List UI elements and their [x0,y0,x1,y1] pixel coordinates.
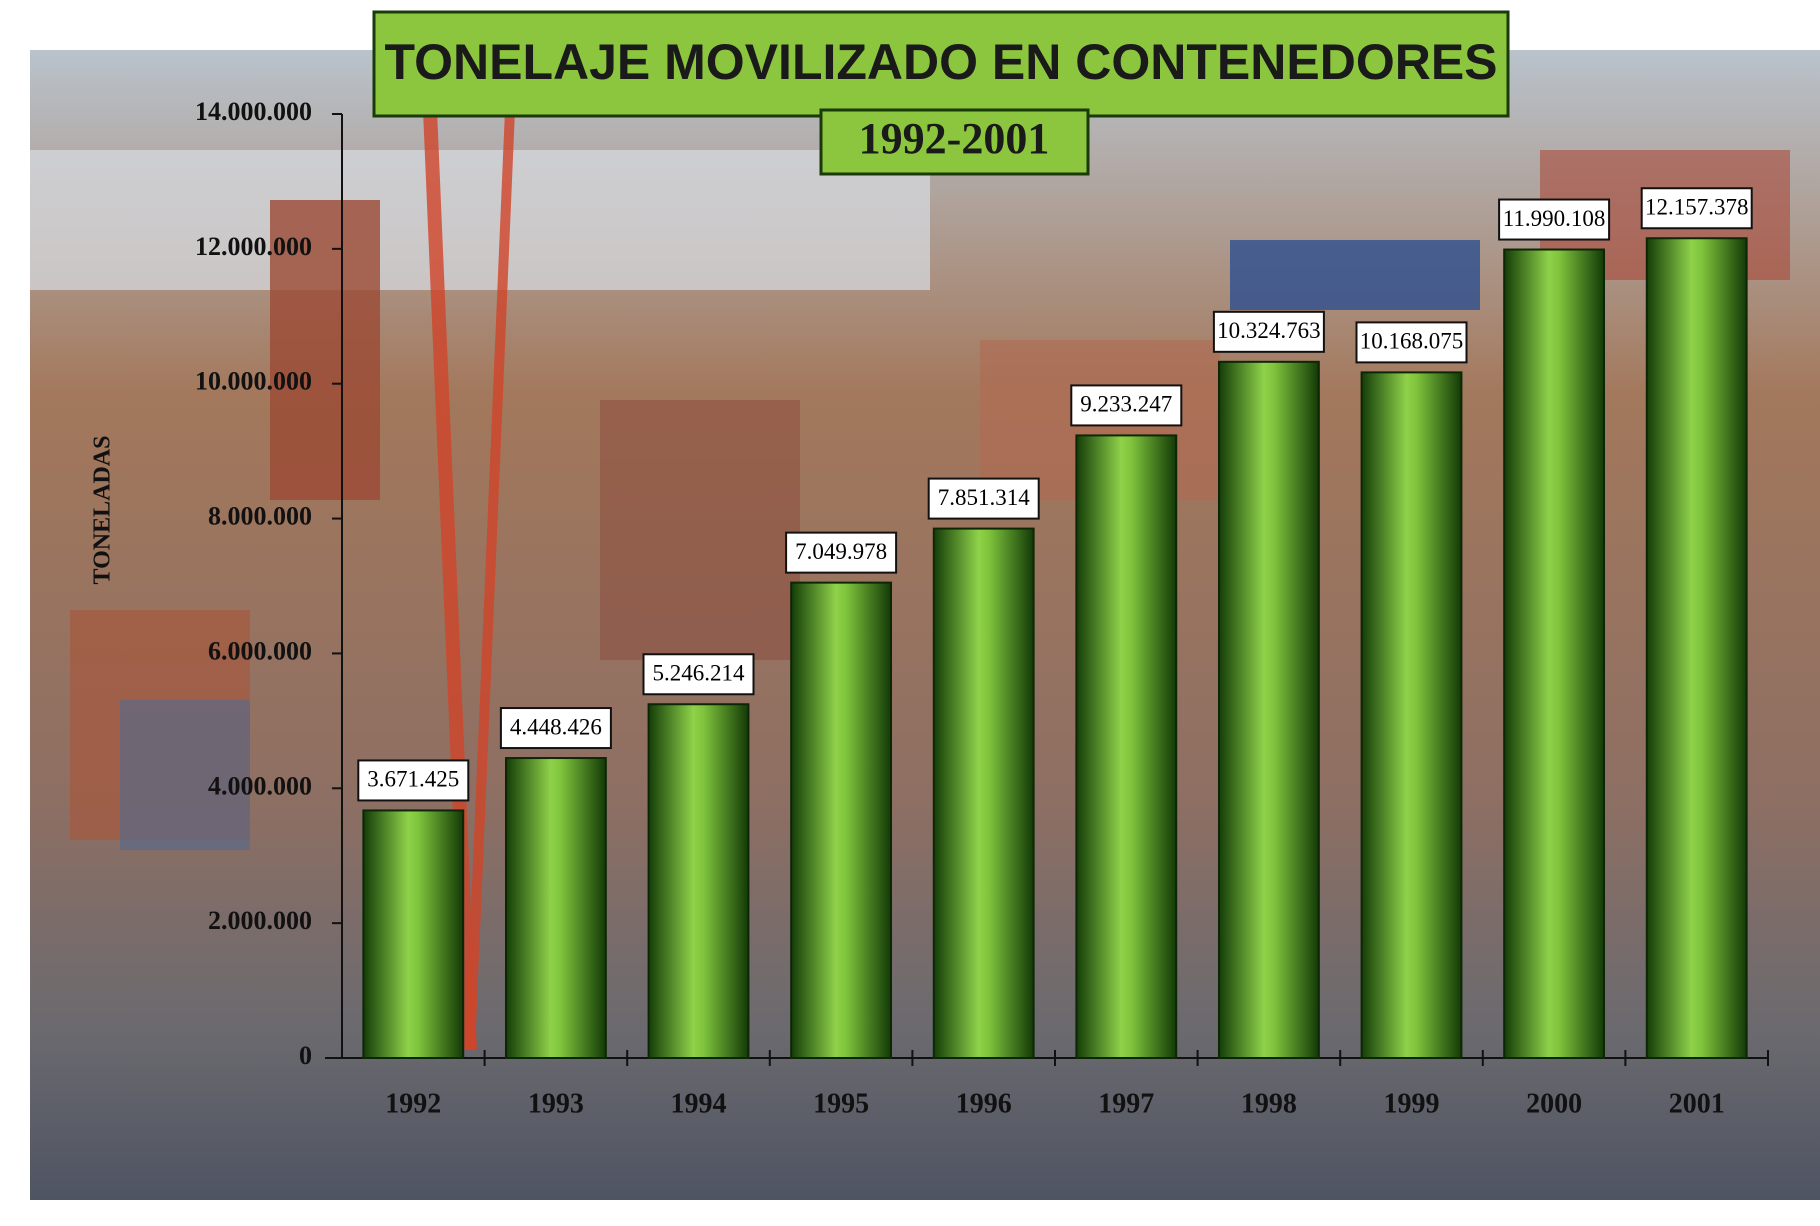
y-tick-label: 8.000.000 [208,502,312,531]
value-label: 3.671.425 [367,767,459,792]
x-tick-label: 2001 [1669,1088,1725,1119]
x-tick-label: 1994 [671,1088,727,1119]
x-tick-label: 1999 [1384,1088,1440,1119]
x-tick-label: 1993 [528,1088,584,1119]
value-label: 10.168.075 [1360,329,1464,354]
y-tick-label: 14.000.000 [195,97,312,126]
x-tick-label: 1997 [1098,1088,1154,1119]
bar [1647,238,1747,1058]
y-tick-label: 12.000.000 [195,232,312,261]
bar [1504,250,1604,1058]
x-tick-label: 1992 [385,1088,441,1119]
x-tick-label: 2000 [1526,1088,1582,1119]
bar [791,583,891,1058]
chart-subtitle: 1992-2001 [859,114,1050,163]
y-tick-label: 0 [299,1041,312,1070]
x-tick-label: 1996 [956,1088,1012,1119]
bar [934,529,1034,1058]
value-label: 12.157.378 [1645,195,1749,220]
chart: TONELAJE MOVILIZADO EN CONTENEDORES 1992… [0,0,1820,1226]
x-tick-label: 1995 [813,1088,869,1119]
page: TONELAJE MOVILIZADO EN CONTENEDORES 1992… [0,0,1820,1226]
y-tick-label: 10.000.000 [195,367,312,396]
value-label: 7.851.314 [938,485,1031,510]
value-label: 5.246.214 [653,661,746,686]
y-tick-label: 6.000.000 [208,636,312,665]
value-label: 10.324.763 [1217,318,1321,343]
bar [649,704,749,1058]
bar [1076,435,1176,1058]
y-tick-label: 4.000.000 [208,771,312,800]
y-tick-label: 2.000.000 [208,906,312,935]
chart-title: TONELAJE MOVILIZADO EN CONTENEDORES [384,34,1497,90]
bar [506,758,606,1058]
x-tick-label: 1998 [1241,1088,1297,1119]
bar [1362,372,1462,1058]
bar [363,810,463,1058]
y-axis-label: TONELADAS [90,436,116,585]
value-label: 7.049.978 [795,539,887,564]
value-label: 9.233.247 [1080,392,1172,417]
value-label: 11.990.108 [1503,206,1606,231]
value-label: 4.448.426 [510,714,602,739]
bar [1219,362,1319,1058]
